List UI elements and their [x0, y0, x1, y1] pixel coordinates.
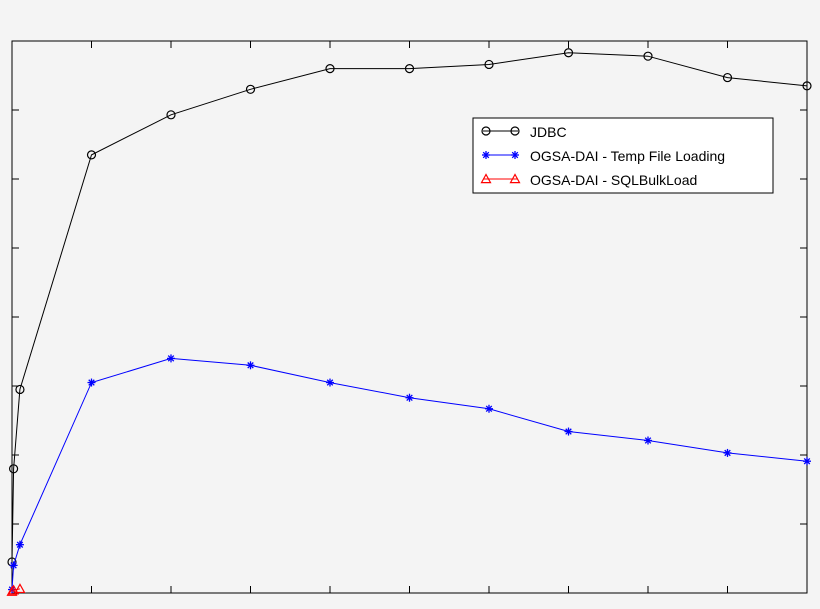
legend-marker-ogsa-bulk [509, 173, 521, 184]
data-point-ogsa-temp-stroke [485, 405, 493, 413]
data-point-ogsa-temp-stroke [10, 562, 17, 569]
data-point-ogsa-temp-stroke [724, 449, 731, 457]
legend-marker-ogsa-temp [482, 151, 490, 159]
legend-marker-ogsa-temp [511, 151, 519, 159]
data-point-jdbc [8, 464, 19, 474]
data-point-jdbc [563, 48, 574, 58]
legend-label-jdbc: JDBC [530, 124, 567, 140]
legend-swatch-ogsa-temp [482, 151, 519, 159]
data-point-ogsa-temp-stroke [88, 379, 95, 386]
data-point-ogsa-temp-stroke [406, 394, 413, 401]
data-point-ogsa-temp [723, 448, 732, 457]
series-layer [6, 48, 812, 596]
data-point-ogsa-temp [9, 561, 18, 570]
data-point-ogsa-bulk [8, 584, 20, 595]
legend-marker-ogsa-temp-stroke [511, 151, 519, 159]
data-point-ogsa-temp-stroke [247, 362, 254, 369]
data-point-ogsa-bulk [14, 583, 26, 594]
data-point-jdbc [404, 63, 415, 74]
data-point-jdbc [86, 150, 97, 160]
legend-box [472, 117, 774, 194]
data-point-ogsa-temp [15, 540, 24, 549]
data-point-jdbc [643, 51, 653, 61]
data-point-ogsa-temp [803, 457, 811, 466]
data-point-jdbc [15, 384, 25, 395]
legend-marker-ogsa-bulk [480, 173, 492, 184]
legend-swatch-jdbc [481, 126, 520, 136]
data-point-ogsa-temp [167, 354, 175, 363]
axis-ticks [12, 41, 807, 593]
legend-marker-ogsa-temp-stroke [482, 151, 490, 159]
data-point-ogsa-bulk [6, 585, 18, 596]
data-point-ogsa-temp [246, 361, 255, 370]
data-point-jdbc [484, 59, 494, 70]
data-point-jdbc [722, 72, 733, 83]
series-jdbc [7, 48, 812, 567]
data-point-ogsa-temp-stroke [644, 437, 652, 444]
data-point-ogsa-temp [485, 404, 493, 413]
data-point-jdbc [802, 81, 812, 91]
series-line-jdbc [11, 52, 808, 563]
data-point-jdbc [245, 84, 256, 94]
legend-label-ogsa-bulk: OGSA-DAI - SQLBulkLoad [530, 172, 697, 188]
data-point-ogsa-temp [326, 378, 334, 387]
data-point-ogsa-temp-stroke [16, 541, 24, 548]
series-ogsa-bulk [6, 583, 26, 596]
series-ogsa-temp [8, 354, 811, 594]
data-point-ogsa-temp-stroke [167, 355, 175, 362]
legend-marker-jdbc [510, 126, 520, 136]
legend-swatch-ogsa-bulk [480, 173, 521, 184]
data-point-jdbc [325, 63, 335, 74]
data-point-ogsa-temp-stroke [803, 457, 811, 465]
data-point-ogsa-temp [644, 436, 652, 445]
data-point-ogsa-temp [87, 378, 96, 387]
legend-items [480, 126, 521, 184]
data-point-ogsa-temp [405, 393, 414, 402]
data-point-ogsa-temp [564, 427, 573, 436]
legend-marker-jdbc [481, 126, 491, 136]
data-point-jdbc [166, 110, 176, 120]
legend: JDBC OGSA-DAI - Temp File Loading OGSA-D… [472, 117, 774, 194]
data-point-ogsa-temp-stroke [565, 428, 572, 435]
data-point-ogsa-temp-stroke [326, 379, 334, 386]
legend-label-ogsa-temp: OGSA-DAI - Temp File Loading [530, 148, 725, 164]
